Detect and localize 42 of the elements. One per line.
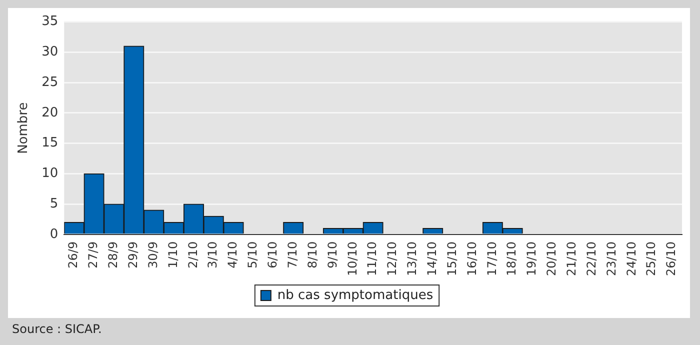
x-tick-label: 26/9 xyxy=(66,241,80,268)
x-tick-label: 21/10 xyxy=(564,241,579,276)
x-tick-label: 14/10 xyxy=(424,241,439,276)
x-tick-label: 23/10 xyxy=(604,241,618,276)
x-tick-label: 6/10 xyxy=(266,241,280,268)
x-tick-label: 27/9 xyxy=(86,241,100,268)
y-tick-label: 20 xyxy=(42,105,58,120)
y-tick-label: 10 xyxy=(42,166,58,182)
x-tick-label: 5/10 xyxy=(246,241,260,268)
y-tick-label: 35 xyxy=(42,14,58,30)
x-tick-label: 24/10 xyxy=(624,241,638,276)
x-tick-label: 15/10 xyxy=(444,241,459,276)
x-tick-label: 25/10 xyxy=(644,241,658,276)
x-tick-label: 26/10 xyxy=(664,241,678,276)
x-tick-label: 18/10 xyxy=(504,241,519,276)
source-note: Source : SICAP. xyxy=(12,322,102,336)
x-tick-label: 9/10 xyxy=(325,241,340,268)
y-tick-label: 15 xyxy=(42,136,58,151)
x-tick-label: 12/10 xyxy=(385,241,400,276)
x-tick-label: 20/10 xyxy=(544,241,559,276)
x-tick-label: 19/10 xyxy=(524,241,539,276)
x-tick-label: 13/10 xyxy=(405,241,420,276)
y-tick-label: 5 xyxy=(50,196,58,212)
x-tick-label: 28/9 xyxy=(106,241,120,268)
x-tick-label: 11/10 xyxy=(365,241,380,276)
x-tick-label: 29/9 xyxy=(126,241,140,268)
x-tick-label: 10/10 xyxy=(345,241,360,276)
y-axis-title: Nombre xyxy=(16,102,32,154)
x-tick-label: 30/9 xyxy=(146,241,160,268)
x-tick-label: 1/10 xyxy=(166,241,180,268)
x-tick-label: 4/10 xyxy=(226,241,240,268)
legend-label: nb cas symptomatiques xyxy=(277,288,434,303)
x-tick-label: 22/10 xyxy=(584,241,598,276)
y-tick-label: 25 xyxy=(42,74,58,90)
x-tick-label: 7/10 xyxy=(285,241,300,268)
x-tick-label: 17/10 xyxy=(484,241,499,276)
x-tick-label: 3/10 xyxy=(206,241,220,268)
y-tick-label: 30 xyxy=(42,44,58,60)
y-tick-label: 0 xyxy=(50,226,58,242)
x-tick-label: 16/10 xyxy=(464,241,479,276)
x-tick-label: 8/10 xyxy=(305,241,320,268)
x-tick-label: 2/10 xyxy=(186,241,200,268)
